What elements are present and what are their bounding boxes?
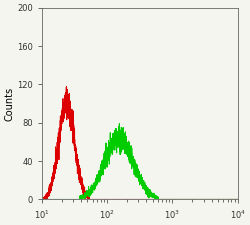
Y-axis label: Counts: Counts — [4, 86, 14, 121]
